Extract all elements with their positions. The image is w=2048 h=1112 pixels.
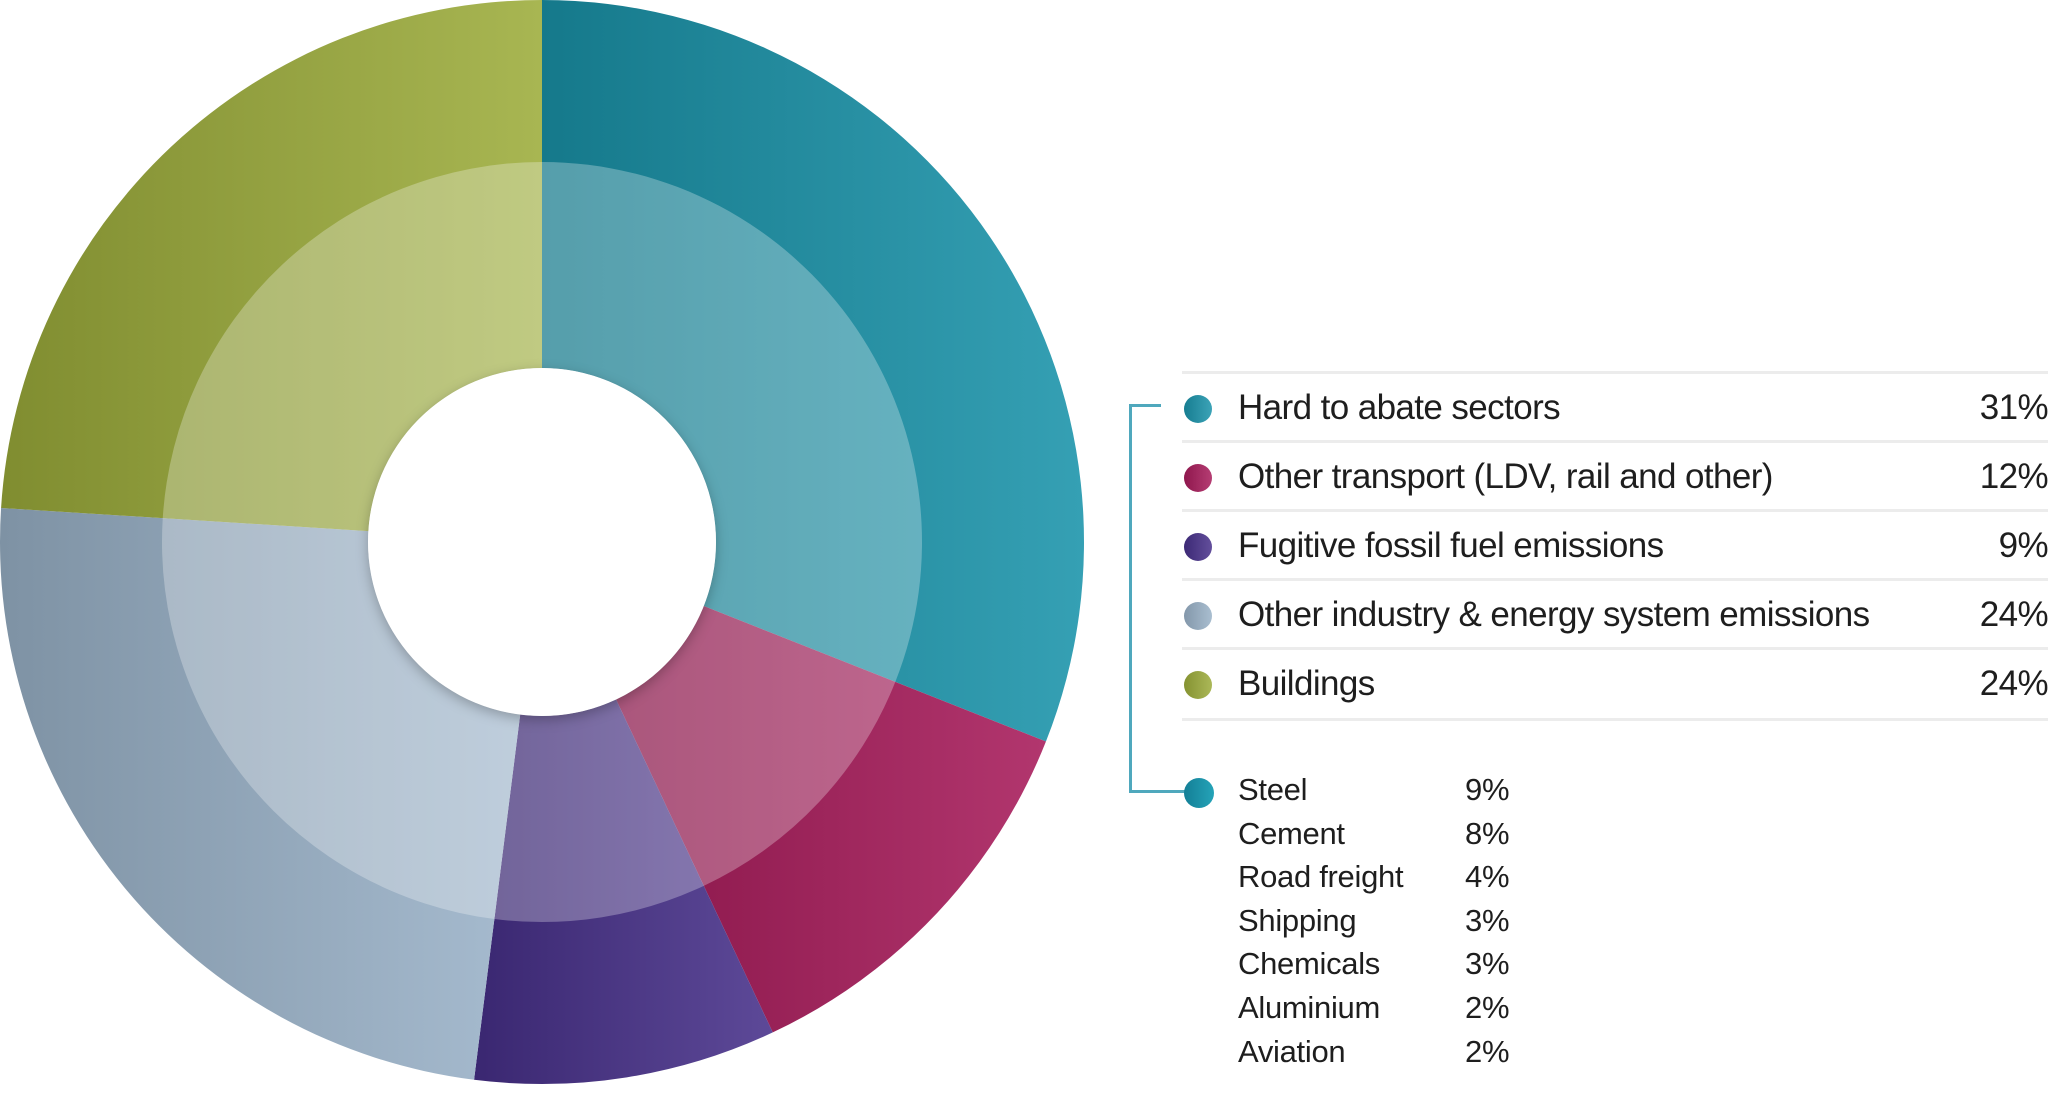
slice-buildings bbox=[1, 0, 542, 532]
inner-ring-segment bbox=[616, 606, 896, 886]
inner-ring-segment bbox=[494, 699, 704, 923]
slice-fugitive-fossil-fuel-emissions bbox=[474, 699, 773, 1085]
connector-line bbox=[1129, 790, 1189, 793]
legend-item: Buildings 24% bbox=[1182, 647, 2048, 721]
breakdown-label: Steel bbox=[1238, 772, 1308, 807]
legend-dot-icon bbox=[1184, 395, 1212, 423]
legend-value: 31% bbox=[1979, 388, 2048, 427]
breakdown-value: 9% bbox=[1465, 772, 1510, 807]
breakdown-value: 2% bbox=[1465, 1033, 1510, 1069]
outer-ring bbox=[0, 0, 1084, 1085]
slice-hard-to-abate-sectors bbox=[542, 0, 1084, 742]
inner-ring-segment bbox=[162, 518, 521, 920]
inner-ring bbox=[162, 162, 922, 923]
breakdown-dot-icon bbox=[1184, 778, 1214, 808]
breakdown-label: Chemicals bbox=[1238, 946, 1381, 982]
legend-value: 12% bbox=[1979, 457, 2048, 496]
inner-ring-segment bbox=[542, 162, 922, 682]
slice-other-transport-ldv-rail-and-other bbox=[616, 606, 1046, 1033]
legend-value: 24% bbox=[1979, 595, 2048, 634]
inner-ring-segment bbox=[162, 162, 542, 532]
breakdown-value: 3% bbox=[1465, 946, 1510, 982]
breakdown-value: 8% bbox=[1465, 815, 1510, 851]
breakdown-label: Aviation bbox=[1238, 1033, 1346, 1069]
slice-other-industry-energy-system-emissions bbox=[0, 507, 521, 1080]
breakdown-label: Aluminium bbox=[1238, 990, 1381, 1025]
breakdown-label: Cement bbox=[1238, 815, 1345, 851]
breakdown-label: Shipping bbox=[1238, 902, 1357, 938]
breakdown-value: 2% bbox=[1465, 990, 1510, 1025]
connector-line bbox=[1129, 404, 1132, 793]
legend-label: Hard to abate sectors bbox=[1238, 388, 1561, 427]
breakdown-label: Road freight bbox=[1238, 859, 1404, 895]
legend-label: Fugitive fossil fuel emissions bbox=[1238, 526, 1664, 565]
connector-line bbox=[1129, 404, 1161, 407]
legend-item: Other transport (LDV, rail and other) 12… bbox=[1182, 440, 2048, 511]
legend-dot-icon bbox=[1184, 671, 1212, 699]
legend-label: Other transport (LDV, rail and other) bbox=[1238, 457, 1773, 496]
donut-chart bbox=[0, 0, 1084, 1085]
legend-dot-icon bbox=[1184, 464, 1212, 492]
legend-value: 24% bbox=[1979, 664, 2048, 703]
legend-value: 9% bbox=[1998, 526, 2048, 565]
legend-label: Other industry & energy system emissions bbox=[1238, 595, 1870, 634]
legend-item: Other industry & energy system emissions… bbox=[1182, 578, 2048, 649]
breakdown-value: 4% bbox=[1465, 859, 1510, 895]
legend-item: Fugitive fossil fuel emissions 9% bbox=[1182, 509, 2048, 580]
breakdown-value: 3% bbox=[1465, 902, 1510, 938]
donut-hole bbox=[368, 368, 716, 716]
legend-label: Buildings bbox=[1238, 664, 1375, 703]
legend-dot-icon bbox=[1184, 533, 1212, 561]
legend-dot-icon bbox=[1184, 602, 1212, 630]
legend-item: Hard to abate sectors 31% bbox=[1182, 371, 2048, 442]
